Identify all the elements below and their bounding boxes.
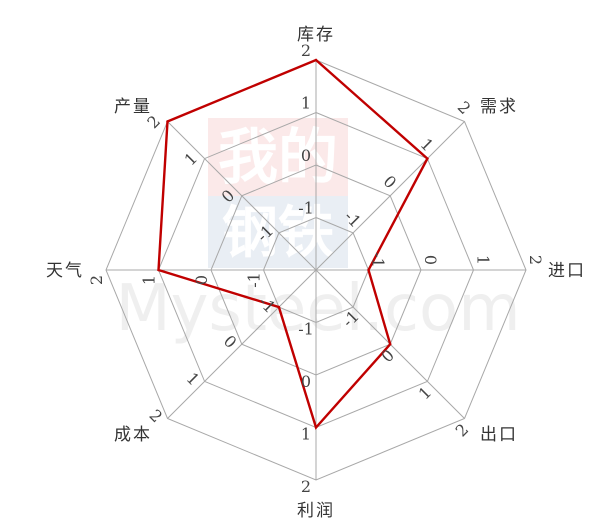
series-point (426, 157, 429, 160)
spoke-line (315, 121, 465, 271)
tick-label: -1 (298, 199, 314, 218)
tick-label: 2 (87, 275, 106, 285)
tick-label: 1 (301, 94, 311, 113)
watermark: 我的 钢铁 Mysteel.com (115, 118, 521, 346)
watermark-bottom-text: Mysteel.com (115, 272, 520, 346)
radar-spokes (106, 60, 526, 480)
watermark-block-top (208, 118, 348, 196)
tick-label: 2 (526, 255, 545, 265)
radar-series (157, 58, 429, 430)
tick-label: 1 (474, 255, 493, 265)
axis-label: 需求 (480, 97, 518, 117)
tick-label: 0 (301, 372, 311, 391)
axis-label: 天气 (46, 261, 84, 281)
axis-label: 成本 (114, 425, 152, 445)
tick-label: 2 (301, 477, 311, 496)
tick-label: 2 (301, 41, 311, 60)
axis-label: 出口 (480, 425, 518, 445)
axis-label: 进口 (548, 261, 586, 281)
axis-label: 产量 (114, 97, 152, 117)
spoke-line (167, 269, 317, 419)
tick-label: -1 (245, 272, 264, 288)
tick-label: 2 (146, 406, 167, 427)
tick-label: 0 (421, 255, 440, 265)
series-point (389, 343, 392, 346)
series-point (314, 426, 318, 429)
axis-label: 利润 (297, 501, 335, 519)
watermark-mid-text: 钢铁 (222, 201, 334, 266)
series-point (367, 268, 370, 272)
series-point (157, 268, 160, 272)
axis-label: 库存 (297, 25, 335, 45)
tick-label: 0 (301, 146, 311, 165)
tick-label: -1 (298, 320, 314, 339)
watermark-top-text: 我的 (218, 123, 338, 193)
series-point (277, 305, 281, 309)
spoke-line (167, 121, 317, 271)
tick-label: 2 (454, 97, 475, 118)
tick-label: -1 (369, 252, 388, 268)
tick-label: 0 (192, 275, 211, 285)
series-point (166, 120, 169, 123)
tick-label: 2 (452, 420, 473, 441)
tick-label: 1 (301, 425, 311, 444)
tick-label: 1 (140, 275, 159, 285)
series-point (314, 58, 318, 62)
